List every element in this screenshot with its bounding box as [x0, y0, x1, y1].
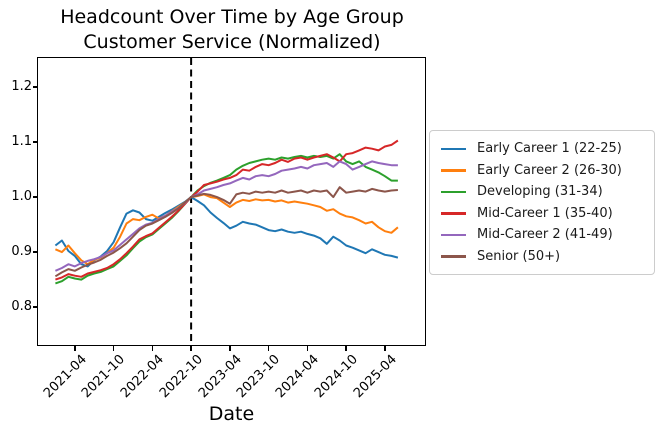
y-tick-label: 1.2: [11, 79, 32, 95]
legend: Early Career 1 (22-25) Early Career 2 (26…: [429, 130, 655, 275]
legend-row: Early Career 2 (26-30): [438, 160, 646, 182]
y-tick-label: 0.8: [11, 299, 32, 315]
y-tick-label: 1.1: [11, 134, 32, 150]
legend-label: Early Career 2 (26-30): [477, 162, 622, 178]
legend-label: Developing (31-34): [477, 184, 603, 200]
legend-label: Mid-Career 1 (35-40): [477, 205, 613, 221]
x-tick-mark: [151, 346, 154, 351]
y-tick-label: 0.9: [11, 244, 32, 260]
series-line-mid-career-2-41-49: [55, 160, 398, 272]
chart-title: Headcount Over Time by Age Group: [60, 6, 404, 28]
x-tick-mark: [190, 346, 192, 351]
plot-area: [54, 58, 399, 345]
legend-label: Mid-Career 2 (41-49): [477, 227, 613, 243]
series-line-early-career-2-26-30: [55, 193, 399, 266]
legend-line-swatch: [441, 147, 466, 150]
legend-row: Developing (31-34): [438, 181, 646, 203]
x-axis-label: Date: [208, 403, 255, 425]
legend-line-swatch: [441, 169, 466, 172]
legend-line-swatch: [441, 255, 466, 258]
chart-subtitle: Customer Service (Normalized): [83, 31, 381, 53]
x-tick-mark: [267, 346, 270, 351]
y-tick-mark: [33, 86, 38, 88]
legend-row: Senior (50+): [438, 246, 646, 268]
x-tick-mark: [229, 346, 231, 351]
legend-line-swatch: [441, 233, 466, 236]
x-tick-mark: [112, 346, 115, 351]
series-line-mid-career-1-35-40: [55, 139, 399, 281]
legend-row: Mid-Career 1 (35-40): [438, 203, 646, 225]
y-tick-label: 1.0: [11, 189, 32, 205]
legend-row: Early Career 1 (22-25): [438, 138, 646, 160]
series-line-senior-50: [54, 186, 398, 278]
legend-row: Mid-Career 2 (41-49): [438, 224, 646, 246]
x-tick-mark: [306, 346, 309, 351]
x-tick-mark: [345, 346, 347, 351]
y-tick-mark: [33, 141, 38, 143]
y-tick-mark: [33, 251, 38, 253]
y-tick-mark: [33, 196, 38, 198]
y-tick-mark: [33, 306, 38, 308]
series-line-developing-31-34: [55, 153, 398, 285]
x-tick-mark: [74, 346, 76, 351]
legend-line-swatch: [441, 212, 466, 215]
legend-line-swatch: [441, 190, 466, 193]
legend-label: Early Career 1 (22-25): [477, 141, 622, 157]
x-tick-mark: [384, 346, 386, 351]
series-line-early-career-1-22-25: [54, 196, 399, 268]
legend-label: Senior (50+): [477, 248, 561, 264]
